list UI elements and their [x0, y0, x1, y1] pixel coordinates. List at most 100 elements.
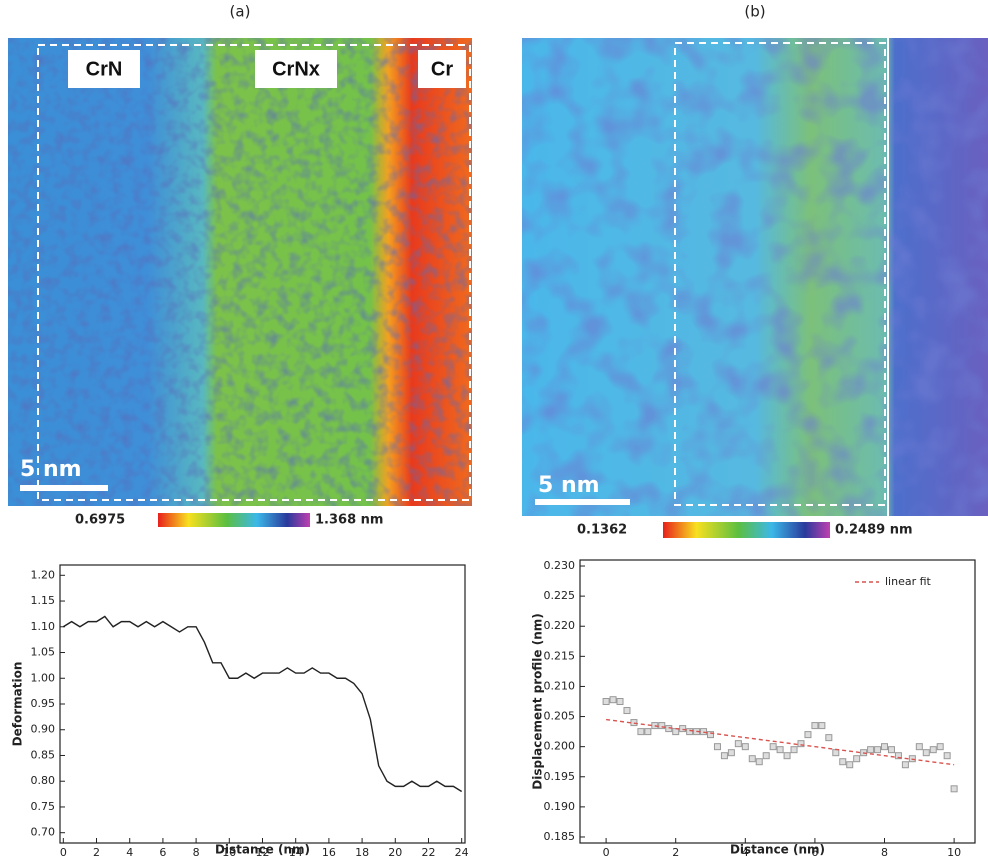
data-point — [922, 749, 930, 757]
colorbar — [663, 522, 830, 538]
region-label: CrN — [86, 58, 123, 80]
panel-label: (b) — [744, 3, 765, 21]
colorbar-max: 0.2489 nm — [835, 523, 913, 538]
data-point — [776, 746, 784, 754]
x-tick-label: 10 — [947, 846, 961, 858]
x-tick-label: 24 — [455, 846, 469, 858]
data-point — [929, 746, 937, 754]
y-tick-label: 0.75 — [31, 800, 56, 813]
data-point — [658, 722, 666, 730]
data-point — [797, 740, 805, 748]
y-tick-label: 1.10 — [31, 620, 56, 633]
data-point — [679, 725, 687, 733]
panel-label: (a) — [230, 3, 251, 21]
x-axis-label: Distance (nm) — [730, 843, 825, 857]
data-point — [609, 696, 617, 704]
data-point — [901, 761, 909, 769]
x-tick-label: 0 — [60, 846, 67, 858]
y-tick-label: 1.05 — [31, 646, 56, 659]
data-point — [867, 746, 875, 754]
x-tick-label: 0 — [603, 846, 610, 858]
data-point — [713, 743, 721, 751]
data-point — [936, 743, 944, 751]
data-line — [62, 615, 463, 793]
colorbar — [158, 513, 310, 527]
legend-label: linear fit — [885, 575, 932, 588]
data-point — [881, 743, 889, 751]
y-tick-label: 0.85 — [31, 748, 56, 761]
y-tick-label: 0.95 — [31, 697, 56, 710]
x-tick-label: 18 — [355, 846, 369, 858]
colorbar-min: 0.1362 — [577, 523, 627, 538]
colorbar-max: 1.368 nm — [315, 513, 383, 528]
y-tick-label: 0.70 — [31, 826, 56, 839]
data-point — [825, 734, 833, 742]
data-point — [804, 731, 812, 739]
label-box — [418, 50, 466, 88]
x-tick-label: 8 — [881, 846, 888, 858]
data-point — [783, 752, 791, 760]
data-point — [616, 698, 624, 705]
y-tick-label: 0.205 — [544, 710, 576, 723]
x-tick-label: 10 — [222, 846, 236, 858]
y-axis-label: Displacement profile (nm) — [531, 613, 545, 789]
data-point — [950, 785, 958, 793]
data-point — [790, 746, 798, 754]
data-point — [748, 755, 756, 763]
plot-frame — [59, 564, 466, 844]
y-tick-label: 0.90 — [31, 723, 56, 736]
colorbar-min: 0.6975 — [75, 513, 125, 528]
y-tick-label: 0.80 — [31, 774, 56, 787]
region-label: CrNx — [272, 58, 320, 80]
data-point — [915, 743, 923, 751]
data-point — [637, 728, 645, 736]
y-tick-label: 1.00 — [31, 671, 56, 684]
data-point — [853, 755, 861, 763]
y-tick-label: 0.190 — [544, 800, 576, 813]
y-tick-label: 1.15 — [31, 594, 56, 607]
data-point — [644, 728, 652, 736]
scale-bar — [535, 499, 630, 505]
data-point — [769, 743, 777, 751]
data-point — [720, 752, 728, 760]
plot-frame — [579, 559, 976, 844]
x-tick-label: 6 — [811, 846, 818, 858]
x-tick-label: 16 — [322, 846, 336, 858]
data-point — [887, 746, 895, 754]
y-tick-label: 0.210 — [544, 679, 576, 692]
label-box — [68, 50, 140, 88]
data-point — [734, 740, 742, 748]
x-tick-label: 8 — [193, 846, 200, 858]
y-tick-label: 0.225 — [544, 589, 576, 602]
x-tick-label: 4 — [742, 846, 749, 858]
label-box — [255, 50, 337, 88]
scale-bar-label: 5 nm — [538, 473, 600, 498]
x-tick-label: 14 — [289, 846, 303, 858]
x-tick-label: 4 — [126, 846, 133, 858]
data-point — [686, 728, 694, 736]
data-point — [602, 698, 610, 705]
x-axis-label: Distance (nm) — [215, 843, 310, 857]
data-point — [943, 752, 951, 760]
scale-bar — [20, 485, 108, 491]
data-point — [846, 761, 854, 769]
data-point — [727, 749, 735, 757]
x-tick-label: 12 — [256, 846, 270, 858]
y-tick-label: 0.195 — [544, 770, 576, 783]
x-tick-label: 6 — [159, 846, 166, 858]
y-tick-label: 0.185 — [544, 830, 576, 843]
scale-bar-label: 5 nm — [20, 457, 82, 482]
y-tick-label: 0.220 — [544, 619, 576, 632]
x-tick-label: 22 — [421, 846, 435, 858]
map-texture — [8, 38, 472, 506]
data-point — [874, 746, 882, 754]
roi-box — [37, 44, 471, 501]
data-point — [741, 743, 749, 751]
data-point — [894, 752, 902, 760]
data-point — [707, 731, 715, 739]
data-point — [755, 758, 763, 766]
data-point — [623, 707, 631, 715]
y-tick-label: 1.20 — [31, 568, 56, 581]
region-label: Cr — [431, 58, 453, 80]
